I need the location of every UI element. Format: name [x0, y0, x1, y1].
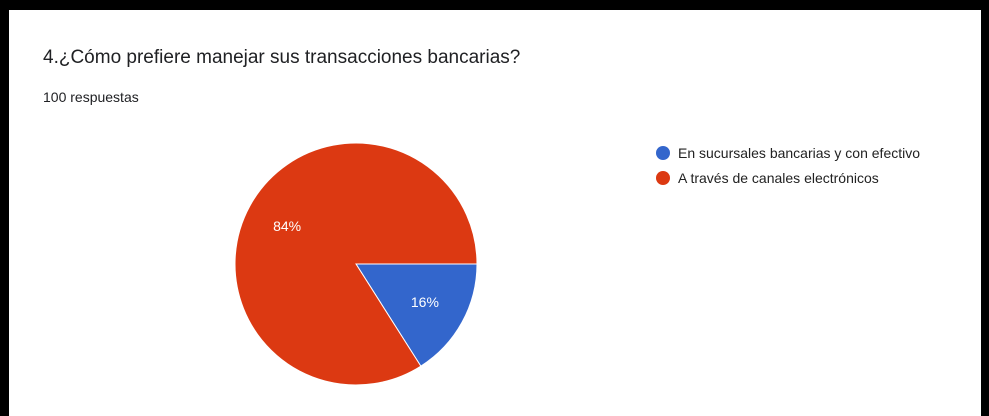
pie-slice-2[interactable] [234, 142, 478, 386]
legend: En sucursales bancarias y con efectivo A … [656, 145, 920, 186]
response-count: 100 respuestas [43, 89, 139, 105]
pie-slice-label-2: 84% [273, 218, 301, 234]
legend-label-2: A través de canales electrónicos [678, 170, 879, 186]
legend-label-1: En sucursales bancarias y con efectivo [678, 145, 920, 161]
legend-marker-1 [656, 146, 670, 160]
legend-marker-2 [656, 171, 670, 185]
question-title: 4.¿Cómo prefiere manejar sus transaccion… [43, 47, 521, 68]
pie-slices [234, 142, 478, 386]
pie-percent-labels: 16% 84% [273, 218, 439, 310]
pie-slice-label-1: 16% [411, 294, 439, 310]
pie-slice-1[interactable] [355, 263, 478, 367]
